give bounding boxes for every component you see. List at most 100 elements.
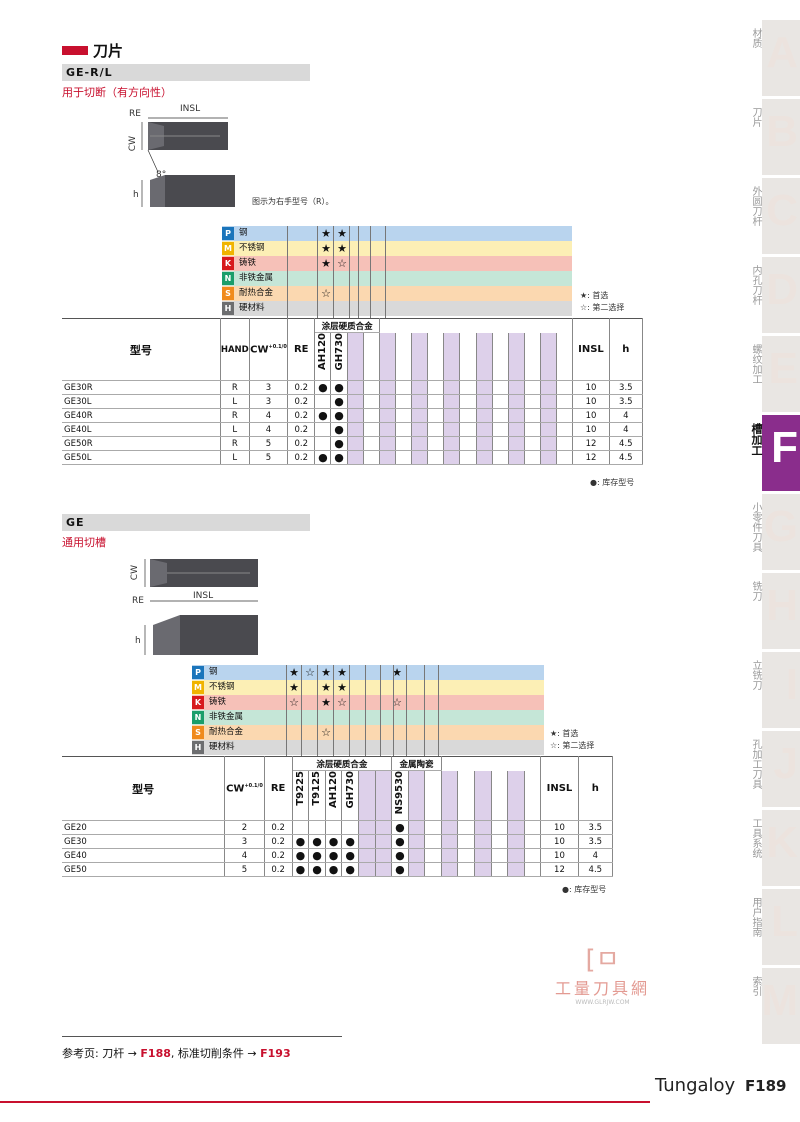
- stock-mark: ●: [292, 862, 310, 877]
- tab-label: 索引: [750, 976, 761, 996]
- empty-grade-col: [375, 770, 393, 821]
- empty-cell: [363, 422, 380, 437]
- empty-cell: [491, 848, 509, 863]
- table-row: GE50R R 5 0.2 ● 12 4.5: [62, 436, 644, 451]
- empty-cell: [474, 862, 492, 877]
- material-rating-mark: ☆: [305, 666, 315, 679]
- empty-cell: [363, 408, 380, 423]
- model-cell: GE50: [62, 862, 226, 877]
- stock-mark: [314, 436, 332, 451]
- empty-grade-col: [459, 332, 477, 381]
- empty-cell: [411, 408, 429, 423]
- empty-cell: [492, 380, 509, 395]
- material-rating-mark: ★: [392, 666, 402, 679]
- ref-link-f188[interactable]: F188: [140, 1047, 171, 1060]
- h-cell: 3.5: [609, 380, 644, 395]
- block1-stock-note: ●: 库存型号: [590, 478, 635, 487]
- insl-cell: 12: [572, 450, 610, 465]
- chapter-tab-l[interactable]: L 用户指南: [750, 889, 800, 965]
- watermark: [ㅁ 工量刀具網 WWW.GLRJW.COM: [535, 945, 670, 1006]
- empty-grade-col: [427, 332, 445, 381]
- grade-gh730: GH730: [341, 770, 359, 821]
- material-row-m: M 不锈钢 ★ ★: [222, 241, 572, 256]
- footer-brand: Tungaloy F189: [655, 1075, 787, 1096]
- chapter-tab-i[interactable]: I 立铣刀: [750, 652, 800, 728]
- stock-mark: ●: [308, 862, 326, 877]
- empty-grade-col: [408, 770, 426, 821]
- grid-line: [349, 665, 350, 757]
- re-cell: 0.2: [264, 834, 293, 849]
- empty-cell: [476, 380, 493, 395]
- chapter-tab-e[interactable]: E 螺纹加工: [750, 336, 800, 412]
- block1-band: GE-R/L: [62, 64, 310, 81]
- h-cell: 4: [578, 848, 614, 863]
- section-title: 刀片: [62, 40, 123, 61]
- empty-cell: [524, 834, 542, 849]
- grid-line: [317, 665, 318, 757]
- material-rating-mark: [335, 710, 349, 725]
- grid-line: [301, 665, 302, 757]
- cw-tolerance: +0.1/0: [268, 343, 287, 350]
- grid-line: [370, 226, 371, 318]
- cw-cell: 5: [249, 450, 289, 465]
- ref-link-f193[interactable]: F193: [260, 1047, 291, 1060]
- grid-line: [406, 665, 407, 757]
- empty-cell: [395, 380, 413, 395]
- grade-label: AH120: [328, 771, 340, 808]
- label-angle: 8°: [156, 170, 167, 180]
- stock-mark: ●: [330, 380, 348, 395]
- chapter-tab-g[interactable]: G 小零件刀具: [750, 494, 800, 570]
- chapter-tab-c[interactable]: C 外圆刀杆: [750, 178, 800, 254]
- empty-cell: [524, 848, 542, 863]
- stock-mark: ●: [314, 450, 332, 465]
- table-row: GE50L L 5 0.2 ● ● 12 4.5: [62, 450, 644, 465]
- empty-grade-col: [492, 332, 509, 381]
- material-rating-mark: ★: [321, 257, 331, 270]
- material-rating-mark: [319, 301, 333, 316]
- material-rating-mark: [303, 680, 317, 695]
- empty-grade-col: [508, 332, 525, 381]
- empty-cell: [556, 450, 574, 465]
- chapter-tab-j[interactable]: J 孔加工刀具: [750, 731, 800, 807]
- watermark-brand: 工量刀具網: [554, 979, 650, 998]
- tab-label: 立铣刀: [750, 660, 761, 690]
- grid-line: [385, 226, 386, 318]
- empty-cell: [508, 436, 525, 451]
- model-cell: GE50R: [62, 436, 221, 451]
- material-row-n: N 非铁金属: [192, 710, 544, 725]
- empty-cell: [508, 380, 525, 395]
- h-cell: 4.5: [578, 862, 614, 877]
- tab-label: 螺纹加工: [750, 344, 761, 384]
- empty-cell: [491, 862, 509, 877]
- stock-mark: ●: [308, 848, 326, 863]
- model-cell: GE50L: [62, 450, 221, 465]
- empty-cell: [524, 820, 542, 835]
- empty-cell: [457, 862, 475, 877]
- stock-mark: ●: [391, 820, 409, 835]
- footer-ref-rule: [62, 1036, 342, 1037]
- model-cell: GE30R: [62, 380, 221, 395]
- watermark-logo-icon: [ㅁ: [585, 945, 620, 975]
- chapter-tab-a[interactable]: A 材质: [750, 20, 800, 96]
- empty-cell: [492, 408, 509, 423]
- material-rating-mark: [351, 695, 365, 710]
- stock-mark: ●: [391, 862, 409, 877]
- empty-cell: [459, 380, 477, 395]
- empty-cell: [408, 848, 426, 863]
- material-row-k: K 铸铁 ☆ ★ ☆ ☆: [192, 695, 544, 710]
- chapter-tab-d[interactable]: D 内孔刀杆: [750, 257, 800, 333]
- chapter-tab-b[interactable]: B 刀片: [750, 99, 800, 175]
- chapter-tab-f[interactable]: F 槽加工: [750, 415, 800, 491]
- material-rating-mark: ★: [321, 696, 331, 709]
- cw-cell: 2: [224, 820, 265, 835]
- material-row-s: S 耐热合金 ☆: [222, 286, 572, 301]
- chapter-tab-m[interactable]: M 索引: [750, 968, 800, 1044]
- insl-cell: 12: [540, 862, 579, 877]
- label-h-2: h: [135, 636, 141, 646]
- chapter-tab-k[interactable]: K 工具系统: [750, 810, 800, 886]
- cw-label: CW: [226, 783, 245, 795]
- block2-band: GE: [62, 514, 310, 531]
- stock-mark: [308, 820, 326, 835]
- chapter-tab-h[interactable]: H 铣刀: [750, 573, 800, 649]
- label-insl: INSL: [180, 104, 201, 114]
